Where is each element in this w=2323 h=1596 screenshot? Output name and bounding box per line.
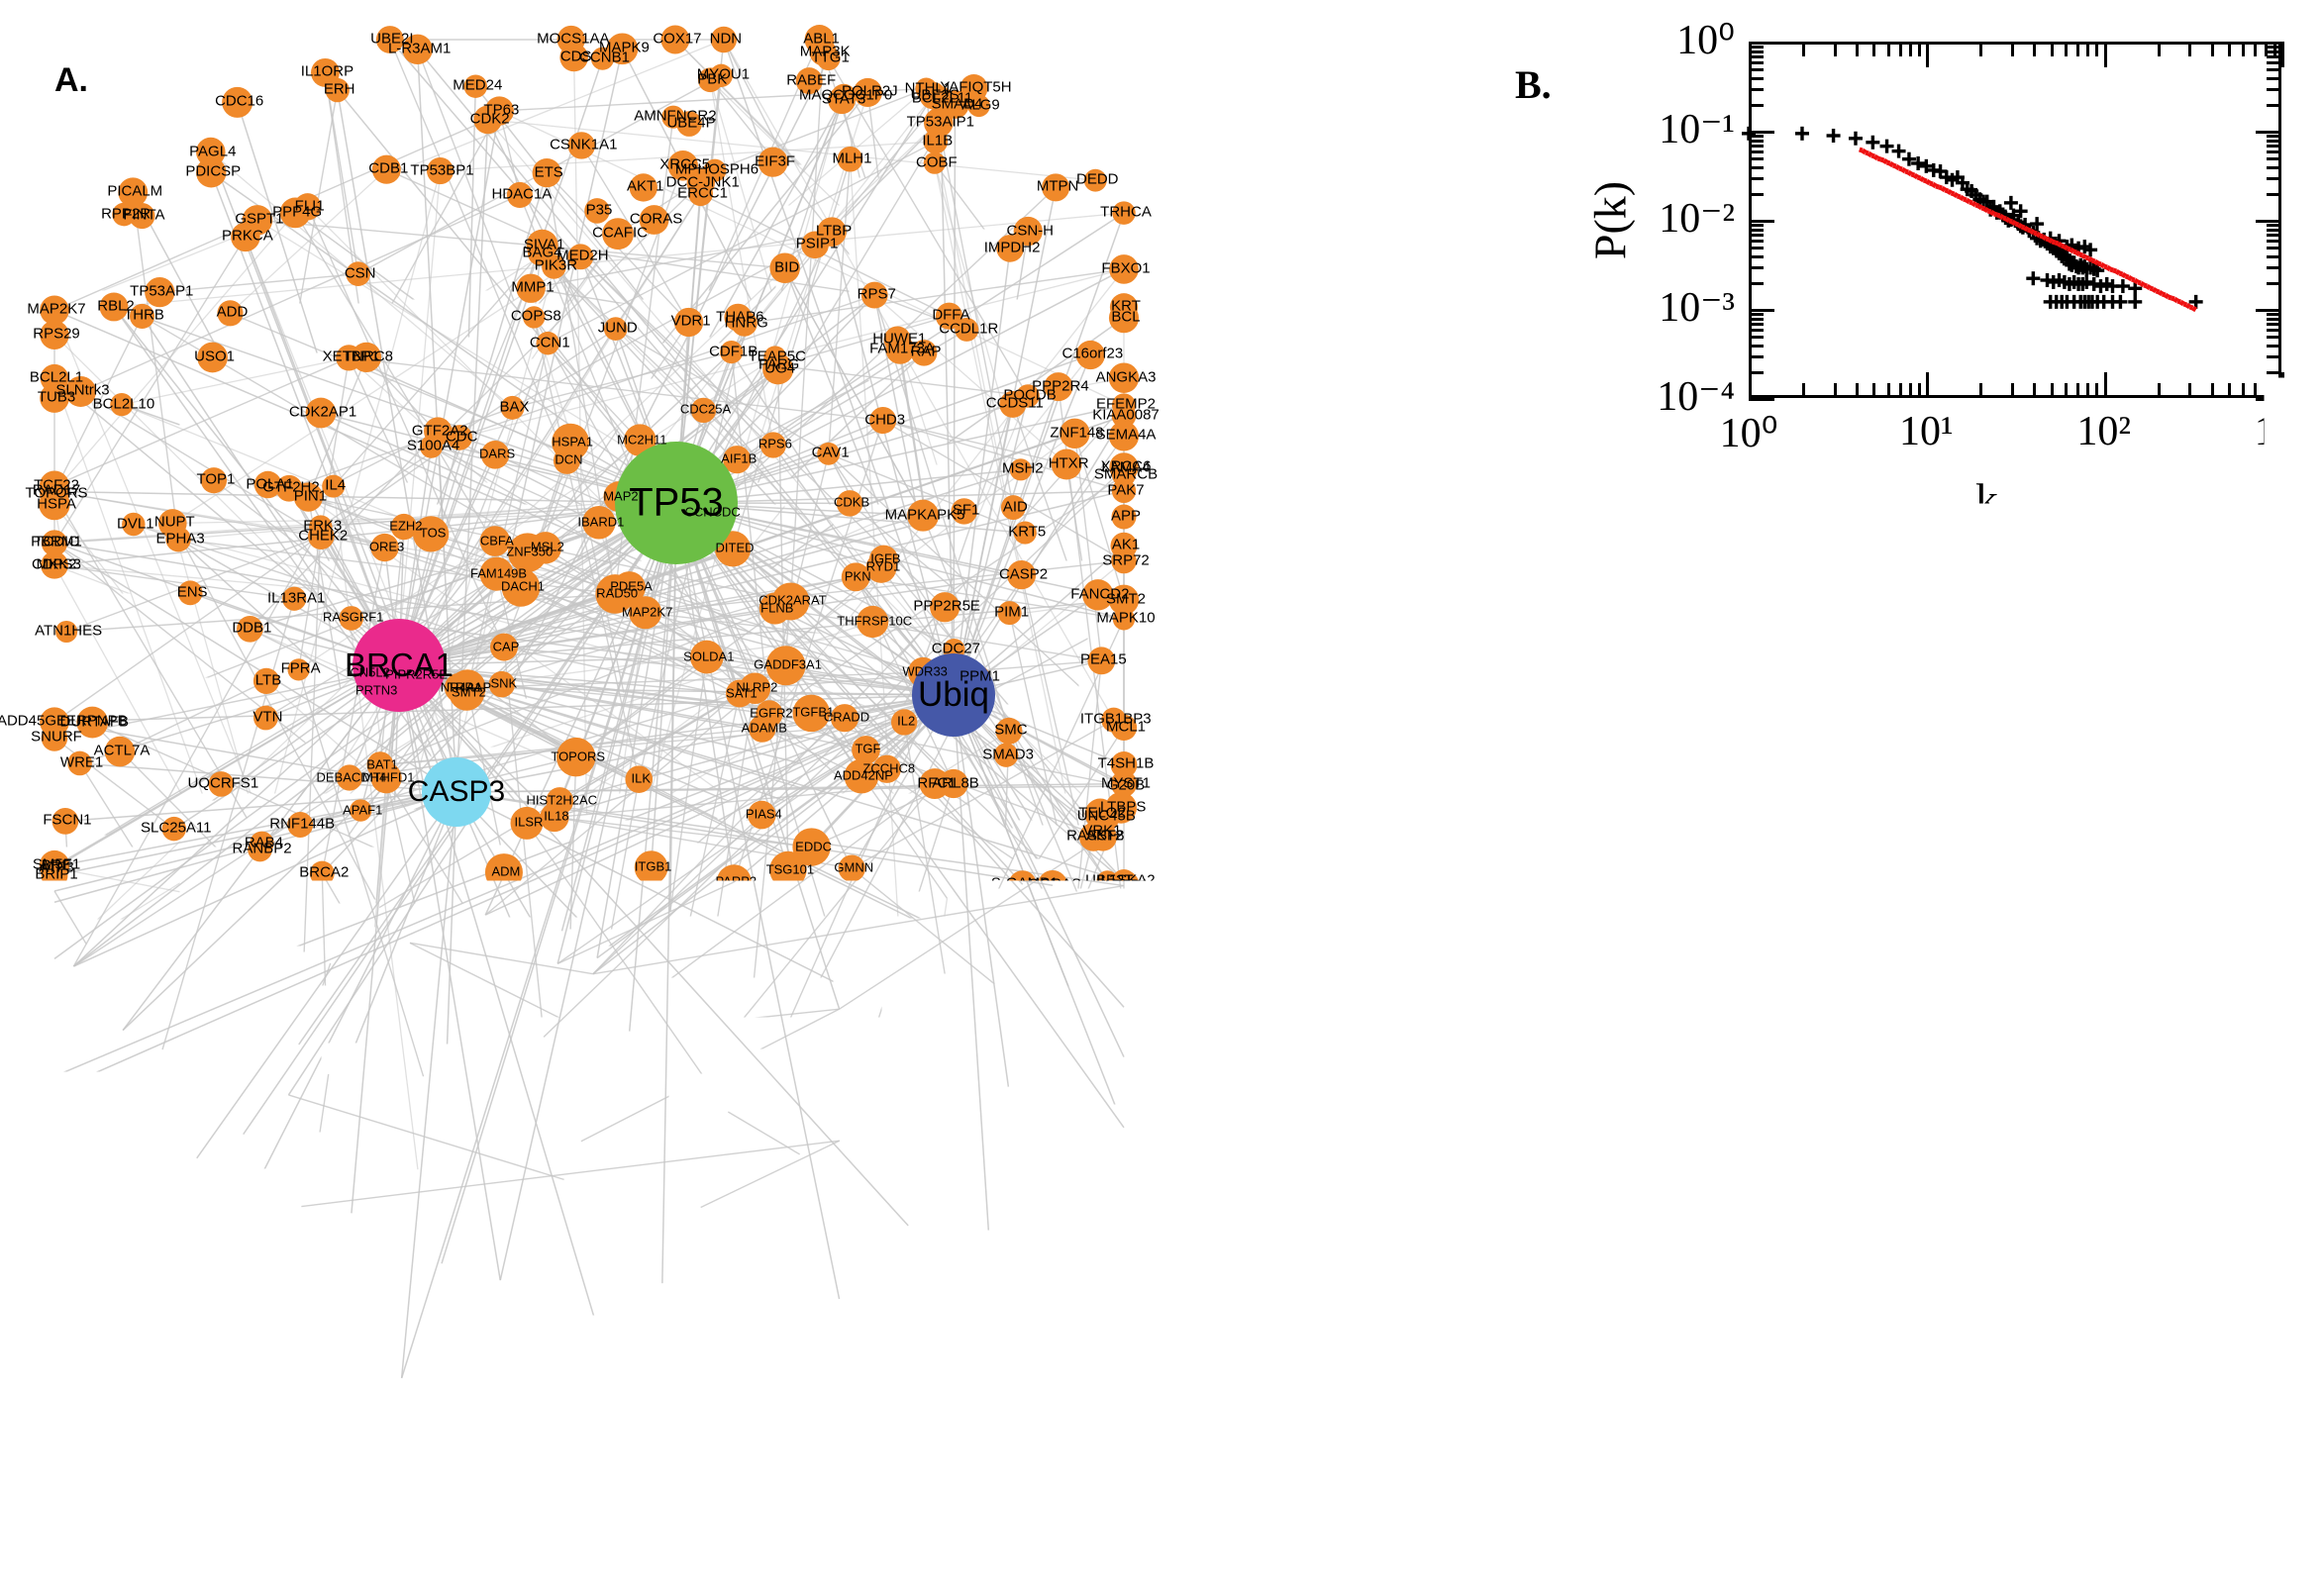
panel-d-xlabel: kn bbox=[1975, 1439, 2017, 1500]
x-tick-label: 10⁰ bbox=[1694, 1361, 1803, 1411]
x-tick-label: 10¹ bbox=[1871, 1361, 1980, 1409]
y-tick-label-top: 10⁻² bbox=[1632, 964, 1735, 1014]
x-tick-label: 10² bbox=[2050, 1361, 2159, 1409]
y-tick-label: 10² bbox=[1632, 1081, 1735, 1129]
panel-d-datapoints bbox=[0, 0, 2323, 1596]
x-tick-label: 10³ bbox=[2227, 1361, 2323, 1409]
panel-d-ylabel: Cn(kn) bbox=[1579, 1058, 1641, 1296]
panel-d-plot: D. 10² 10¹ 10⁻² 10⁰ 10¹ 10² 10³ Cn(kn) kn bbox=[0, 0, 2323, 1596]
